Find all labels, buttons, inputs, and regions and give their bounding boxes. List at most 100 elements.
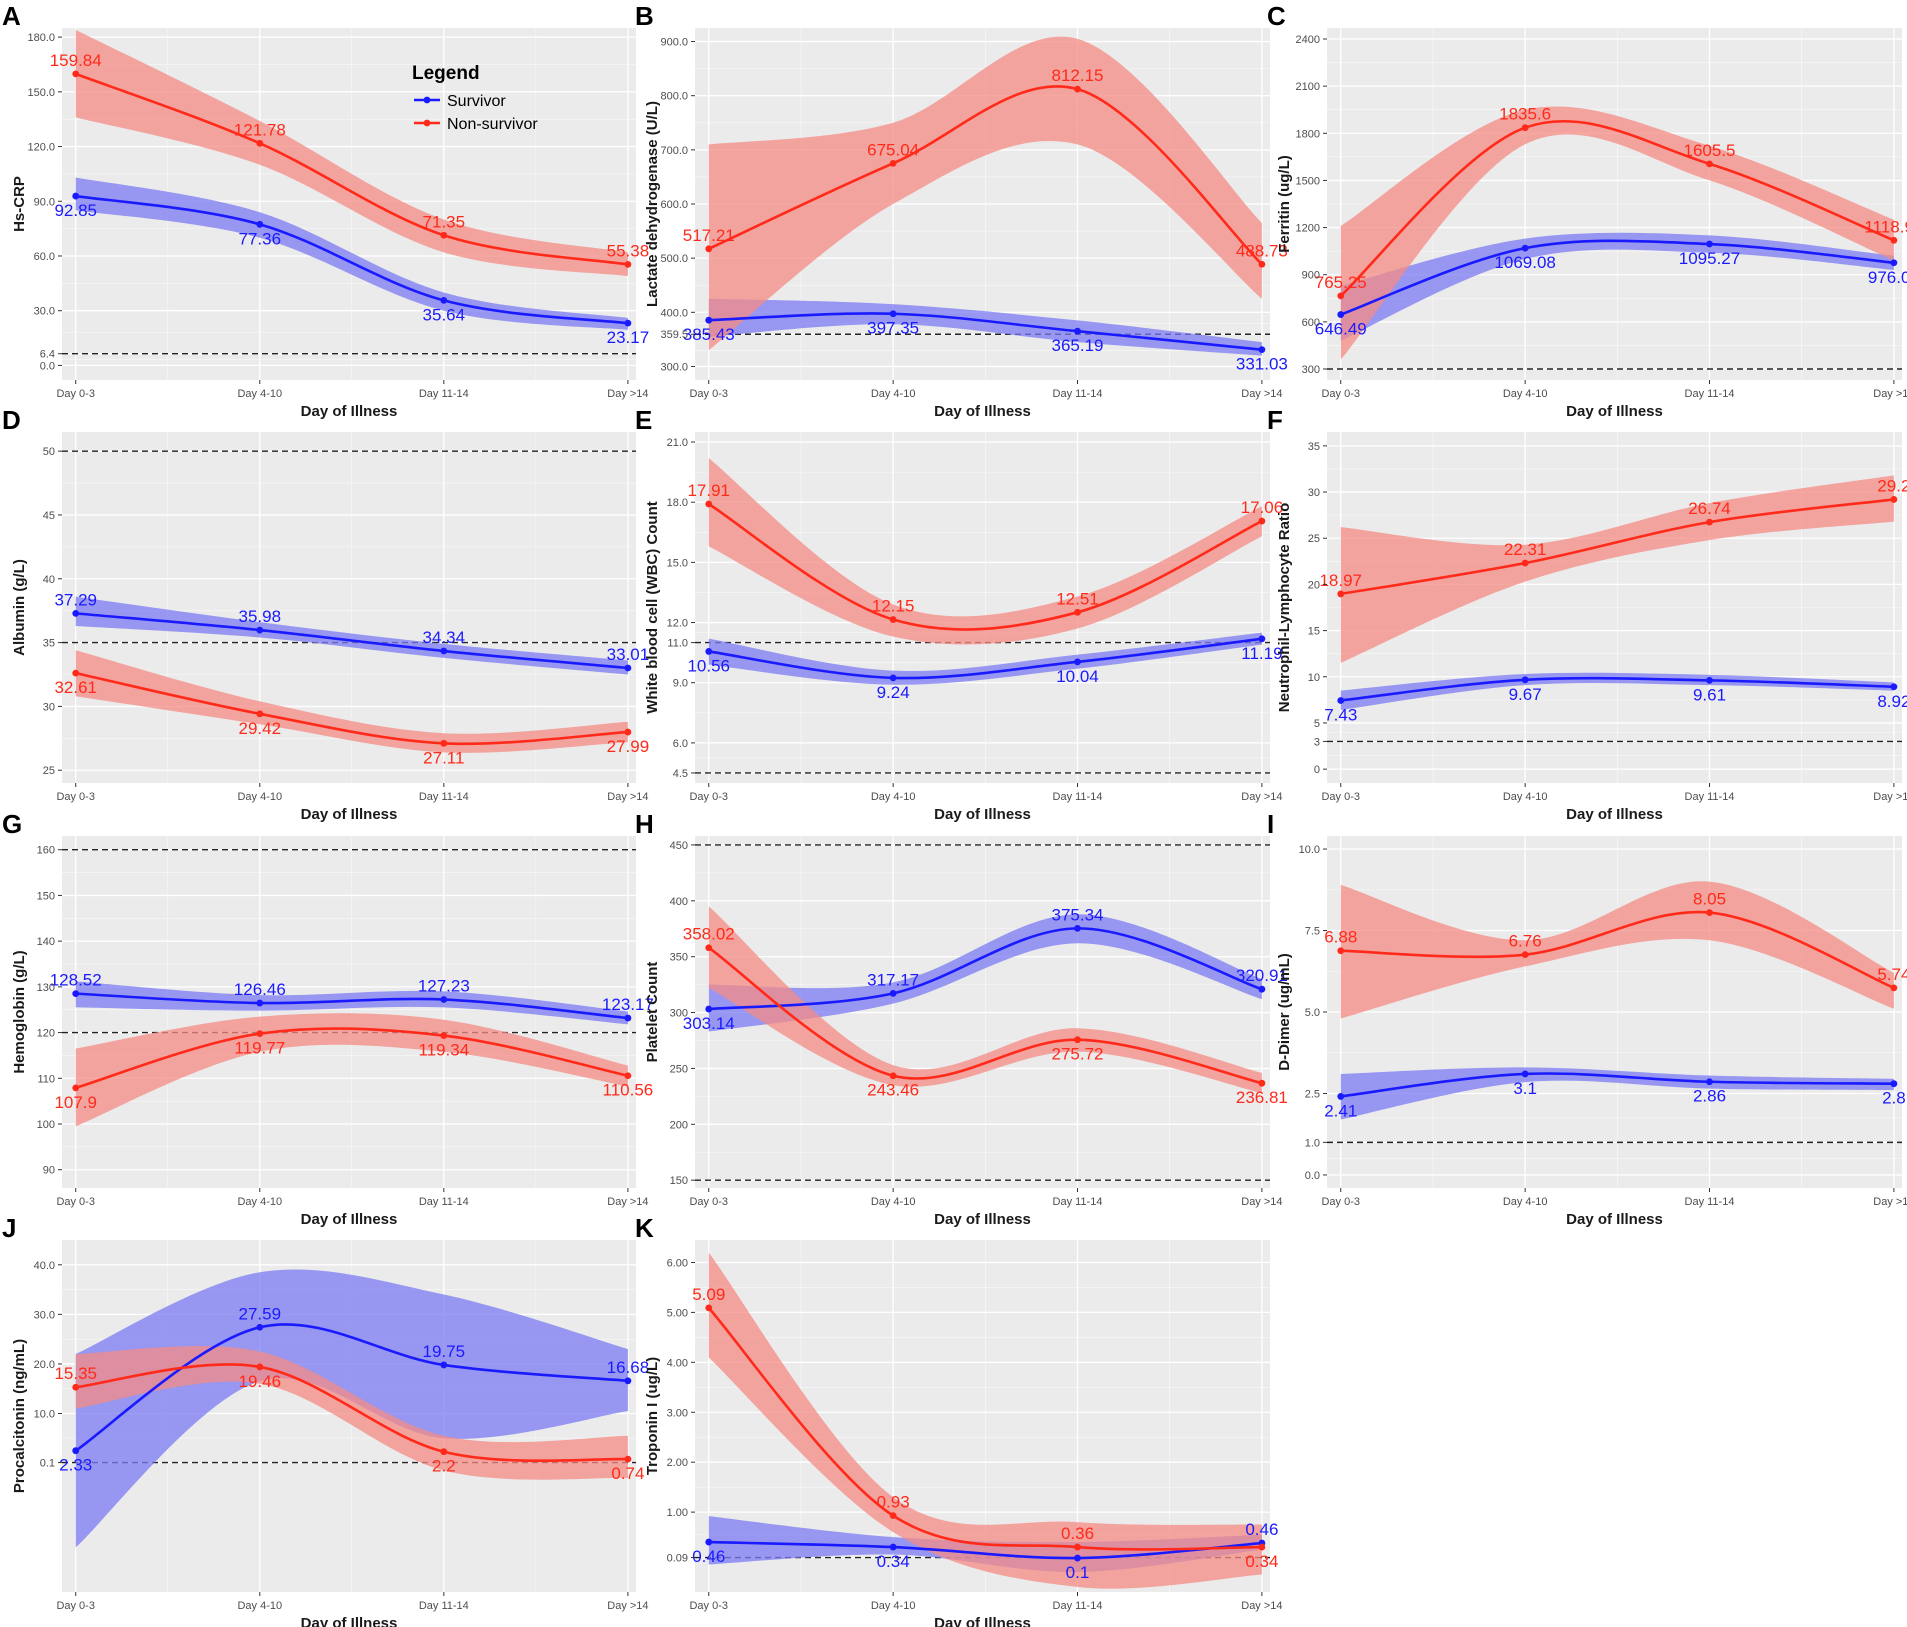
survivor-point: [1337, 311, 1345, 318]
nonsurvivor-point: [1258, 1079, 1266, 1087]
survivor-confidence-band: [75, 981, 628, 1025]
nonsurvivor-line: [75, 72, 629, 266]
nonsurvivor-data-label: 22.31: [1504, 540, 1547, 559]
y-tick-label: 1200: [1296, 223, 1320, 235]
y-axis-title: Hs-CRP: [11, 176, 28, 232]
y-axis-title: Albumin (g/L): [11, 559, 28, 656]
nonsurvivor-line: [1340, 498, 1895, 596]
panel-letter: E: [635, 405, 652, 435]
y-tick-label: 600.0: [660, 199, 688, 211]
nonsurvivor-point: [72, 1084, 80, 1092]
survivor-data-label: 35.98: [239, 607, 282, 626]
x-tick-label: Day 0-3: [1321, 791, 1360, 803]
nonsurvivor-point: [440, 1032, 448, 1039]
y-tick-label: 40.0: [34, 1260, 55, 1272]
x-tick-label: Day >14: [1241, 791, 1282, 803]
nonsurvivor-data-label: 8.05: [1693, 890, 1726, 909]
x-tick-label: Day >14: [607, 1196, 648, 1208]
panel-c: 646.49 1069.08 1095.27 976.06 765.25 1835.6 16…: [1267, 1, 1907, 420]
x-tick-label: Day 0-3: [689, 1600, 728, 1612]
x-tick-label: Day >14: [1241, 388, 1282, 400]
panel-letter: H: [635, 809, 654, 839]
nonsurvivor-line: [708, 85, 1263, 266]
survivor-point: [1706, 676, 1713, 684]
y-tick-label: 30: [1308, 487, 1320, 499]
nonsurvivor-point: [440, 739, 448, 747]
x-axis-title: Day of Illness: [1566, 1211, 1663, 1228]
nonsurvivor-point: [1521, 951, 1529, 959]
y-tick-label: 5.00: [667, 1307, 688, 1319]
x-axis-title: Day of Illness: [934, 806, 1031, 823]
x-axis-title: Day of Illness: [934, 403, 1031, 420]
y-tick-label: 350: [670, 952, 688, 964]
y-tick-label: 1500: [1296, 175, 1320, 187]
x-tick-label: Day 4-10: [237, 791, 282, 803]
nonsurvivor-confidence-band: [1340, 475, 1894, 663]
nonsurvivor-data-label: 0.34: [1245, 1552, 1278, 1571]
y-tick-label: 45: [43, 510, 55, 522]
panel-i: 2.41 3.1 2.86 2.8 6.88 6.76 8.05 5.74 0.0 1.0 2.5 5…: [1267, 809, 1907, 1228]
survivor-data-label: 303.14: [683, 1014, 735, 1033]
nonsurvivor-data-label: 107.9: [54, 1093, 97, 1112]
panel-letter: I: [1267, 809, 1274, 839]
survivor-data-label: 397.35: [867, 319, 919, 338]
nonsurvivor-point: [1890, 236, 1898, 244]
y-tick-label: 25: [1308, 533, 1320, 545]
y-axis-title: Troponin I (ug/L): [644, 1357, 661, 1475]
survivor-point: [72, 990, 80, 998]
y-tick-label: 30: [43, 701, 55, 713]
y-axis-title: Neutrophil-Lymphocyte Ratio: [1276, 503, 1293, 712]
survivor-data-label: 123.17: [602, 995, 654, 1014]
survivor-point: [705, 648, 713, 655]
y-tick-label: 110: [37, 1073, 55, 1085]
y-tick-label: 20.0: [34, 1359, 55, 1371]
survivor-data-label: 8.92: [1877, 692, 1907, 711]
nonsurvivor-data-label: 5.09: [692, 1285, 725, 1304]
x-tick-label: Day 11-14: [1685, 388, 1735, 400]
nonsurvivor-point: [705, 1304, 713, 1312]
y-tick-label: 2.00: [667, 1457, 688, 1469]
y-tick-label: 150: [37, 890, 55, 902]
survivor-line: [708, 637, 1263, 680]
survivor-point: [440, 647, 448, 655]
nonsurvivor-data-label: 1835.6: [1499, 105, 1551, 124]
survivor-line: [75, 992, 629, 1020]
y-tick-label: 2400: [1296, 34, 1320, 46]
y-axis-title: Platelet Count: [644, 962, 661, 1063]
nonsurvivor-data-label: 765.25: [1315, 273, 1367, 292]
survivor-point: [1074, 924, 1081, 932]
y-tick-label: 1800: [1296, 128, 1320, 140]
y-tick-label: 300: [670, 1008, 688, 1020]
survivor-point: [705, 1005, 713, 1013]
survivor-point: [1706, 240, 1713, 248]
survivor-point: [1890, 683, 1898, 691]
nonsurvivor-point: [72, 70, 80, 78]
survivor-data-label: 2.86: [1693, 1087, 1726, 1106]
x-tick-label: Day >14: [607, 791, 648, 803]
survivor-data-label: 1095.27: [1679, 249, 1740, 268]
x-tick-label: Day 4-10: [237, 1196, 282, 1208]
nonsurvivor-data-label: 812.15: [1051, 66, 1103, 85]
y-tick-label: 5: [1314, 718, 1320, 730]
nonsurvivor-line: [75, 671, 628, 746]
survivor-data-label: 0.1: [1066, 1563, 1090, 1582]
survivor-data-label: 16.68: [607, 1358, 650, 1377]
nonsurvivor-line: [75, 1027, 629, 1090]
x-axis-title: Day of Illness: [301, 1211, 398, 1228]
x-tick-label: Day 0-3: [689, 791, 728, 803]
y-tick-label: 359.5: [660, 329, 688, 341]
nonsurvivor-data-label: 29.42: [239, 719, 282, 738]
y-tick-label: 450: [670, 840, 688, 852]
nonsurvivor-data-label: 32.61: [54, 678, 97, 697]
nonsurvivor-line: [75, 1363, 628, 1463]
survivor-point: [256, 1323, 264, 1331]
survivor-data-label: 976.06: [1868, 268, 1907, 287]
nonsurvivor-line: [708, 502, 1263, 631]
y-tick-label: 12.0: [667, 618, 688, 630]
survivor-point: [440, 996, 448, 1003]
nonsurvivor-point: [1258, 260, 1266, 268]
survivor-point: [1521, 1070, 1529, 1078]
x-tick-label: Day >14: [1873, 791, 1907, 803]
survivor-data-label: 2.8: [1882, 1089, 1906, 1108]
survivor-point: [889, 989, 897, 997]
